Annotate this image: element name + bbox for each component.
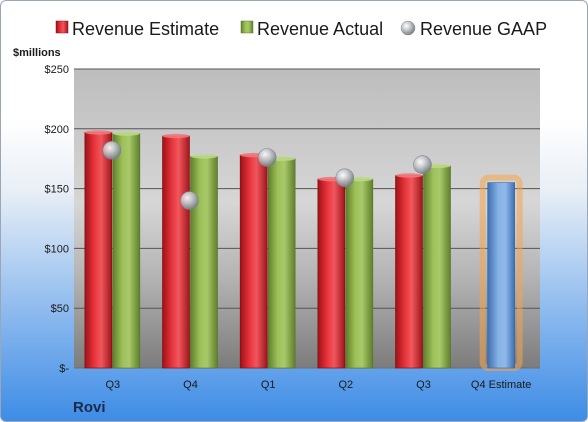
- bar-revenue-estimate: [84, 132, 113, 369]
- x-tick-label: Q4: [183, 379, 198, 391]
- legend-label-revenue-gaap: Revenue GAAP: [420, 19, 547, 39]
- bar-revenue-estimate: [317, 178, 346, 369]
- bar-revenue-actual: [345, 178, 374, 369]
- legend-swatch-revenue-actual: [240, 20, 254, 34]
- x-axis-ticks: Q3 Q4 Q1 Q2 Q3 Q4 Estimate: [105, 379, 531, 391]
- legend-marker-revenue-gaap: [400, 20, 416, 36]
- bar-revenue-actual: [112, 133, 141, 369]
- bar-top-highlight: [395, 173, 423, 178]
- x-tick-label: Q1: [261, 379, 276, 391]
- y-tick-label: $250: [45, 64, 69, 76]
- marker-revenue-gaap: [413, 155, 432, 174]
- bars: [84, 130, 523, 371]
- marker-revenue-gaap: [180, 191, 199, 210]
- marker-revenue-gaap: [257, 148, 277, 167]
- legend-label-revenue-actual: Revenue Actual: [257, 19, 383, 39]
- bar-revenue-actual: [267, 158, 296, 369]
- y-axis-unit-label: $millions: [13, 47, 61, 59]
- bar-top-highlight: [112, 131, 140, 136]
- gridlines: [74, 68, 540, 369]
- bar-top-highlight: [162, 133, 190, 139]
- x-tick-label: Q3: [105, 379, 120, 391]
- bar-revenue-actual: [423, 165, 451, 369]
- y-axis-ticks: $250 $200 $150 $100 $50 $-: [45, 64, 70, 375]
- y-tick-label: $100: [45, 243, 69, 255]
- legend-label-revenue-estimate: Revenue Estimate: [72, 19, 219, 39]
- plot-area: [74, 69, 540, 368]
- bar-revenue-estimate: [239, 154, 268, 369]
- bar-top-highlight: [84, 130, 112, 135]
- legend: Revenue Estimate Revenue Actual Revenue …: [55, 19, 547, 39]
- company-name: Rovi: [73, 399, 106, 416]
- y-tick-label: $200: [45, 124, 69, 136]
- x-tick-label: Q2: [338, 379, 353, 391]
- y-tick-label: $150: [45, 184, 69, 196]
- bar-q4-estimate: [487, 182, 515, 369]
- gaap-markers: [102, 141, 432, 210]
- marker-revenue-gaap: [335, 168, 355, 188]
- marker-revenue-gaap: [102, 141, 122, 160]
- y-tick-label: $50: [51, 303, 69, 315]
- bar-revenue-actual: [190, 156, 218, 369]
- x-tick-label: Q4 Estimate: [471, 379, 532, 391]
- bar-revenue-estimate: [395, 175, 423, 369]
- x-tick-label: Q3: [416, 379, 431, 391]
- legend-swatch-revenue-estimate: [55, 20, 69, 34]
- bar-top-highlight: [190, 154, 218, 159]
- y-tick-label: $-: [59, 363, 69, 375]
- bar-revenue-estimate: [162, 135, 190, 369]
